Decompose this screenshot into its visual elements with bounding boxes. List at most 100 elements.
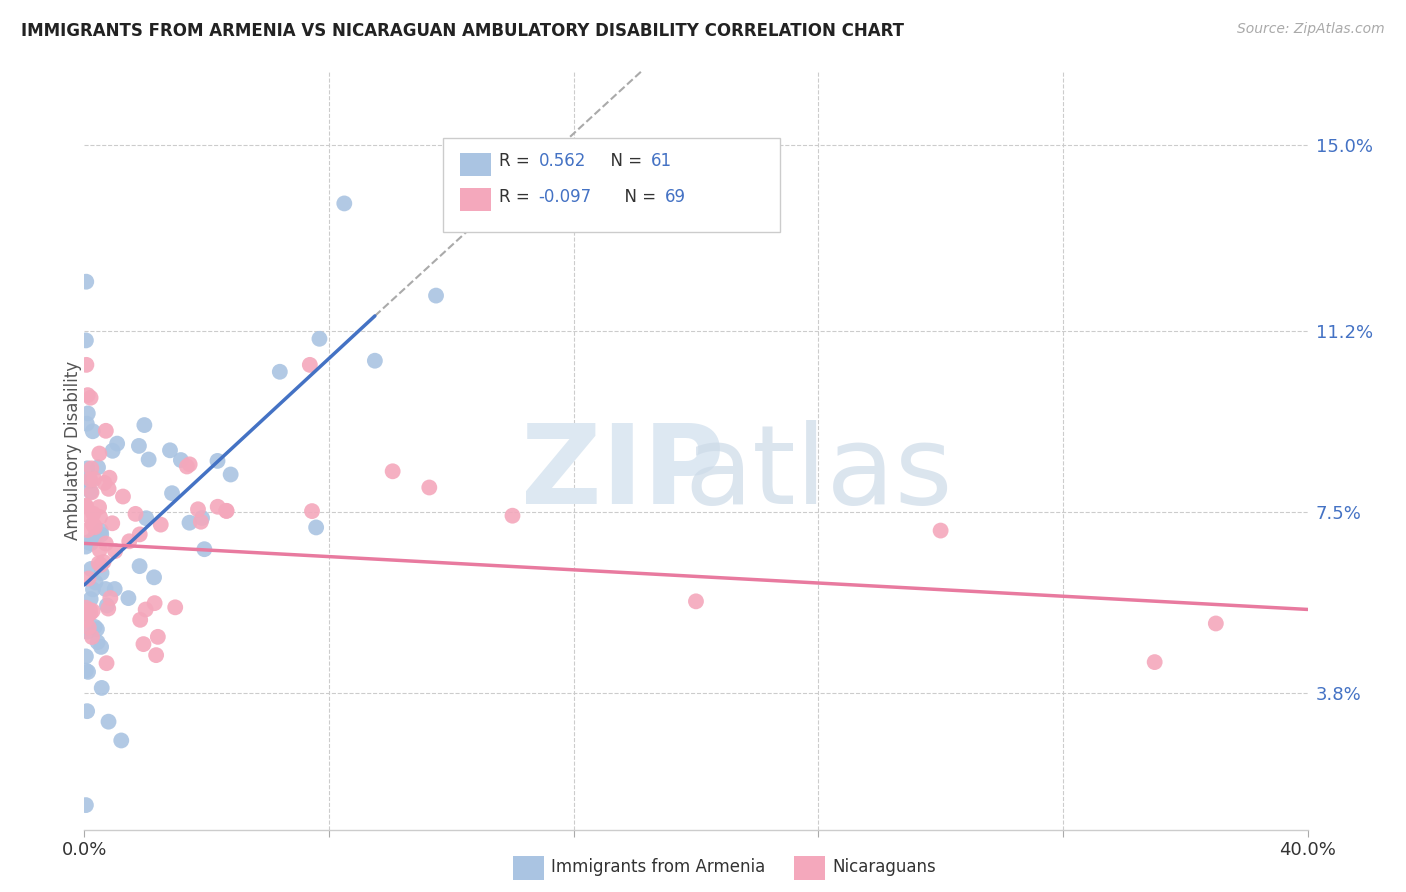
Point [97,601,120,615]
Point [77,572,100,586]
Point [79,391,101,405]
Point [98,591,121,605]
Text: R =: R = [499,153,536,170]
Point [75,500,97,514]
Point [76,417,98,431]
Point [94,582,117,596]
Point [685,594,707,608]
Point [75,540,97,554]
Point [143,596,166,610]
Point [333,196,356,211]
Text: -0.097: -0.097 [538,188,592,206]
Text: Source: ZipAtlas.com: Source: ZipAtlas.com [1237,22,1385,37]
Point [89,543,111,558]
Point [79,603,101,617]
Point [143,570,166,584]
Point [86,622,108,636]
Point [76,461,98,475]
Point [84,575,107,590]
Point [76,704,98,718]
Point [75,798,97,813]
Point [75,600,97,615]
Point [193,542,215,557]
Point [308,332,330,346]
Point [90,566,112,580]
Text: 69: 69 [665,188,686,206]
Text: IMMIGRANTS FROM ARMENIA VS NICARAGUAN AMBULATORY DISABILITY CORRELATION CHART: IMMIGRANTS FROM ARMENIA VS NICARAGUAN AM… [21,22,904,40]
Point [80,484,103,499]
Point [149,517,172,532]
Point [165,600,187,615]
Point [101,443,124,458]
Point [418,481,440,495]
Point [80,562,103,576]
Point [97,714,120,729]
Point [94,424,117,438]
Point [89,510,111,524]
Point [179,458,201,472]
Point [89,446,111,460]
Point [132,637,155,651]
Point [79,607,101,621]
Point [82,582,104,597]
Point [104,582,127,596]
Point [83,520,105,534]
Point [80,461,103,475]
Point [170,453,193,467]
Point [90,640,112,654]
Point [145,648,167,662]
Point [83,620,105,634]
Point [364,353,387,368]
Point [105,436,128,450]
Point [79,472,101,486]
Point [76,388,98,402]
Point [75,649,97,664]
Point [138,452,160,467]
Point [96,656,118,670]
Point [128,439,150,453]
Point [76,606,98,620]
Point [160,486,183,500]
Point [84,530,107,544]
Point [110,733,132,747]
Point [90,524,112,538]
Point [80,536,103,550]
Point [82,604,104,618]
Point [82,507,104,521]
Point [929,524,952,538]
Point [75,358,97,372]
Point [77,620,100,634]
Text: atlas: atlas [685,420,952,526]
Point [381,464,404,478]
Point [305,520,328,534]
Point [207,454,229,468]
Point [90,558,112,572]
Point [301,504,323,518]
Point [79,592,101,607]
Point [425,288,447,302]
Point [117,591,139,606]
Point [76,406,98,420]
Point [77,535,100,549]
Point [75,275,97,289]
Text: Nicaraguans: Nicaraguans [832,858,936,876]
Point [77,607,100,622]
Text: N =: N = [600,153,648,170]
Point [190,515,212,529]
Point [82,517,104,532]
Text: ZIP: ZIP [520,420,724,526]
Point [76,523,98,537]
Text: Immigrants from Armenia: Immigrants from Armenia [551,858,765,876]
Point [135,602,157,616]
Point [87,460,110,475]
Point [298,358,321,372]
Point [219,467,242,482]
Text: R =: R = [499,188,536,206]
Point [1143,655,1166,669]
Point [176,459,198,474]
Point [79,510,101,524]
Point [1205,616,1227,631]
Point [215,504,238,518]
Point [94,536,117,550]
Point [97,482,120,496]
